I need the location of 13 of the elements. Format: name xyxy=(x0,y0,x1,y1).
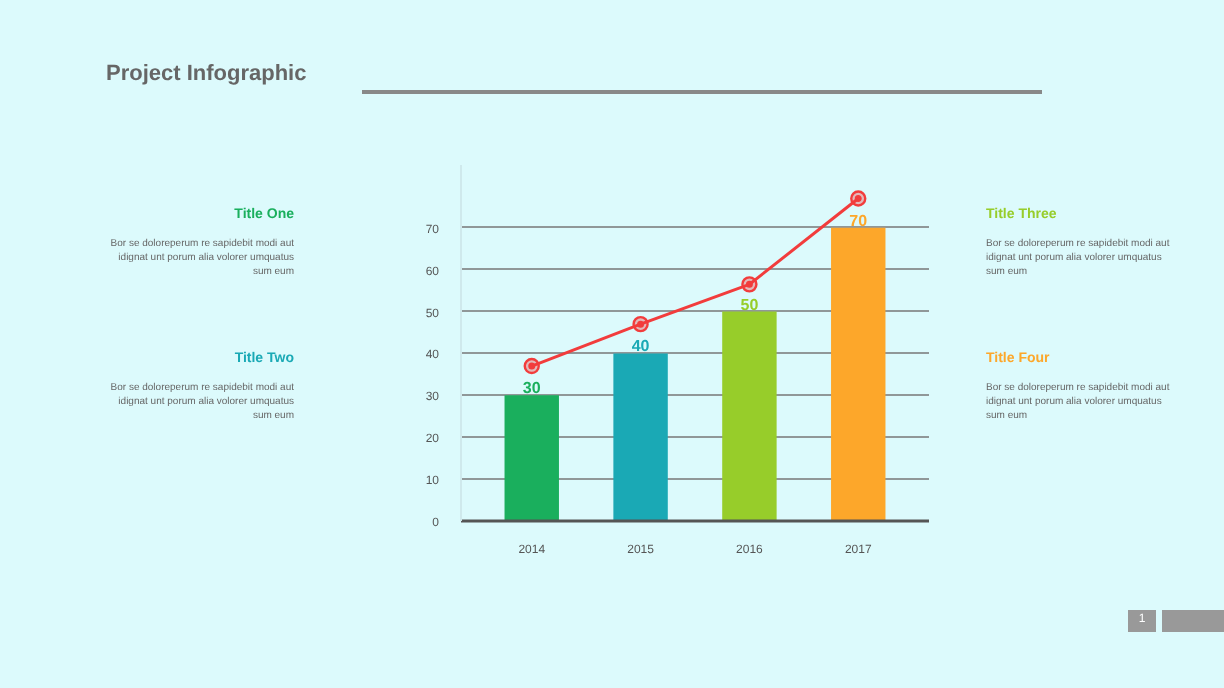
text: Project Infographic xyxy=(106,60,307,90)
data-label: 40 xyxy=(631,337,651,356)
bar xyxy=(613,353,668,521)
point xyxy=(523,357,540,375)
data-label: 50 xyxy=(740,295,760,314)
bar xyxy=(831,227,886,521)
point xyxy=(632,315,649,333)
data-label: 30 xyxy=(522,379,542,398)
bar xyxy=(504,395,559,521)
data-label: 70 xyxy=(849,211,869,230)
point xyxy=(850,190,867,207)
bar xyxy=(722,311,777,521)
point xyxy=(741,276,758,293)
